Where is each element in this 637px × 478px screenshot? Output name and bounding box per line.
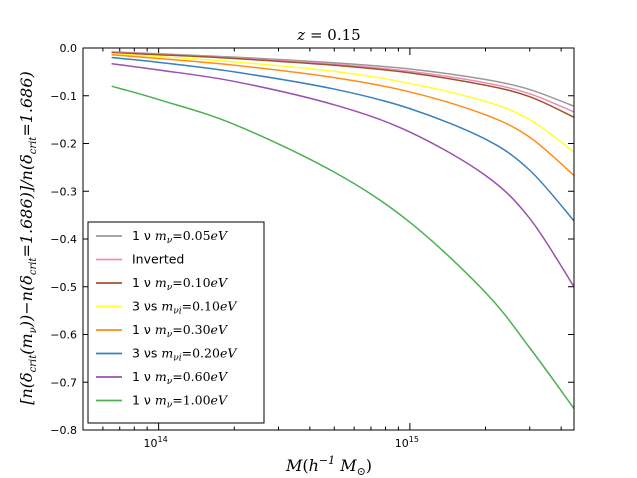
series-line-7	[111, 63, 575, 288]
legend-label-6: 3 νs mνi=0.20eV	[132, 346, 238, 364]
y-tick-label: 0.0	[60, 42, 78, 55]
y-tick-label: −0.8	[50, 424, 77, 437]
legend-label-4: 3 νs mνi=0.10eV	[132, 299, 238, 317]
axis-ticks: 0.0 −0.1 −0.2 −0.3 −0.4 −0.5 −0.6 −0.7 −0.8 1014 1…	[50, 42, 574, 450]
legend-label-1: 1 ν mν=0.05eV	[132, 228, 229, 246]
y-tick-label: −0.7	[50, 376, 77, 389]
chart-title: z = 0.15	[296, 26, 360, 44]
legend-label-7: 1 ν mν=0.60eV	[132, 369, 229, 387]
y-tick-label: −0.5	[50, 281, 77, 294]
x-tick-label: 1015	[395, 435, 419, 450]
series-line-4	[111, 52, 575, 153]
y-tick-label: −0.6	[50, 329, 77, 342]
legend-box	[87, 221, 265, 424]
series-line-8	[111, 85, 575, 409]
legend-label-3: 1 ν mν=0.10eV	[132, 275, 229, 293]
y-tick-label: −0.2	[50, 138, 77, 151]
x-axis-label: M(h−1 M⊙)	[285, 454, 372, 478]
series-line-3	[111, 52, 575, 118]
legend: 1 ν mν=0.05eV Inverted 1 ν mν=0.10eV 3 νs m…	[87, 221, 265, 424]
legend-label-2: Inverted	[132, 252, 184, 267]
series-line-6	[111, 56, 575, 222]
legend-label-8: 1 ν mν=1.00eV	[132, 393, 229, 411]
y-axis-label: [n(δcrit(mν))−n(δcrit=1.686)]/n(δcrit=1.…	[17, 71, 39, 405]
series-lines	[111, 51, 575, 409]
plot-frame	[82, 47, 575, 431]
legend-label-5: 1 ν mν=0.30eV	[132, 322, 229, 340]
x-tick-label: 1014	[144, 435, 168, 450]
y-tick-label: −0.3	[50, 185, 77, 198]
y-tick-label: −0.1	[50, 90, 77, 103]
y-tick-label: −0.4	[50, 233, 77, 246]
series-line-5	[111, 53, 575, 177]
